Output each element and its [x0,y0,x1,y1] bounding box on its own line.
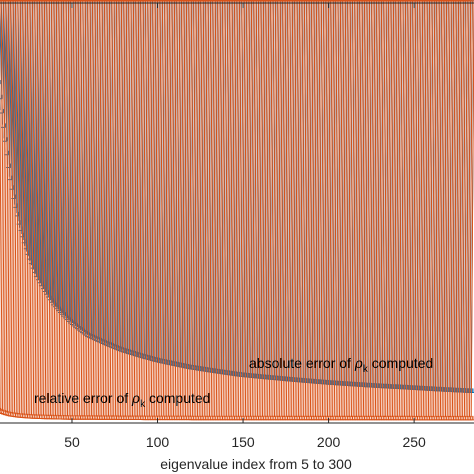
axes-layer [0,2,474,424]
x-axis-title: eigenvalue index from 5 to 300 [160,456,352,472]
x-tick-label-150: 150 [231,434,255,450]
x-tick-label-100: 100 [146,434,170,450]
annotation-relative-main: relative error of [34,390,132,406]
annotation-absolute-error: absolute error of ρk computed [249,355,433,375]
annotation-absolute-main: absolute error of [249,355,355,371]
annotation-absolute-rho: ρ [354,355,363,371]
x-tick-label-50: 50 [64,434,80,450]
annotation-relative-tail: computed [145,390,210,406]
annotation-relative-error: relative error of ρk computed [34,390,210,410]
series-layer [0,0,474,421]
annotation-relative-sub: k [140,399,146,410]
x-ticks: 50 100 150 200 250 [64,3,426,450]
series-relative-error [0,0,474,421]
x-tick-label-250: 250 [402,434,426,450]
x-tick-label-200: 200 [317,434,341,450]
annotation-absolute-tail: computed [368,355,433,371]
data-point-rel-285 [419,0,474,421]
annotation-relative-rho: ρ [131,390,140,406]
annotation-absolute-sub: k [363,364,369,375]
